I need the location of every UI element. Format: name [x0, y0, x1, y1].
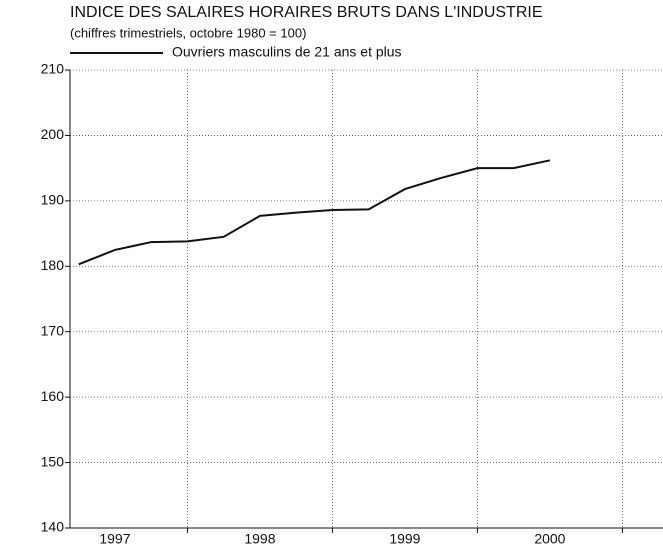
- y-tick-label: 160: [41, 388, 65, 404]
- legend-label: Ouvriers masculins de 21 ans et plus: [172, 44, 402, 60]
- line: [78, 159, 551, 266]
- x-tick-label: 1998: [244, 531, 275, 547]
- y-tick-label: 140: [41, 519, 65, 535]
- y-tick-label: 190: [41, 192, 65, 208]
- chart-subtitle: (chiffres trimestriels, octobre 1980 = 1…: [70, 25, 306, 40]
- x-tick-label: 2000: [534, 531, 565, 547]
- x-tick-label: 1997: [99, 531, 130, 547]
- y-tick-label: 150: [41, 453, 65, 469]
- chart-title: INDICE DES SALAIRES HORAIRES BRUTS DANS …: [70, 4, 542, 21]
- y-tick-label: 170: [41, 322, 65, 338]
- y-tick-label: 180: [41, 257, 65, 273]
- y-tick-label: 210: [41, 61, 65, 77]
- x-tick-label: 1999: [389, 531, 420, 547]
- y-tick-label: 200: [41, 126, 65, 142]
